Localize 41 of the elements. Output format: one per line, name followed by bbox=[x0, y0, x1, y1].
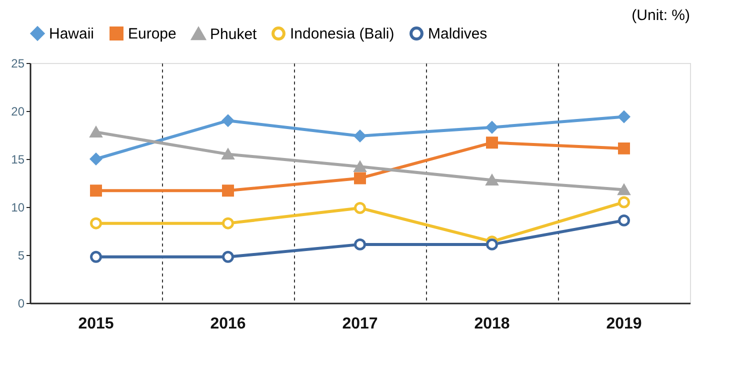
point bbox=[222, 184, 234, 197]
point bbox=[222, 114, 234, 127]
y-tick-label: 20 bbox=[11, 104, 25, 118]
point bbox=[618, 184, 630, 196]
point bbox=[486, 136, 498, 149]
point bbox=[486, 121, 498, 134]
point bbox=[222, 148, 234, 160]
point bbox=[90, 250, 102, 263]
y-tick-label: 0 bbox=[18, 296, 25, 310]
x-tick-label: 2016 bbox=[210, 316, 246, 332]
y-tick-label: 5 bbox=[18, 248, 25, 262]
point bbox=[90, 126, 102, 138]
legend-label: Phuket bbox=[210, 26, 258, 43]
point bbox=[486, 238, 498, 250]
point bbox=[222, 250, 234, 263]
legend-label: Indonesia (Bali) bbox=[290, 26, 394, 43]
point bbox=[354, 172, 366, 184]
point bbox=[90, 153, 102, 165]
point bbox=[486, 174, 498, 186]
legend-label: Maldives bbox=[428, 26, 488, 43]
x-tick-label: 2015 bbox=[78, 316, 114, 332]
point bbox=[354, 202, 366, 214]
point bbox=[222, 217, 234, 230]
point bbox=[618, 214, 630, 226]
point bbox=[90, 184, 102, 197]
point bbox=[354, 161, 366, 172]
x-tick-label: 2018 bbox=[474, 316, 510, 332]
legend-label: Hawaii bbox=[49, 26, 94, 43]
y-tick-label: 25 bbox=[11, 56, 25, 70]
point bbox=[618, 142, 630, 154]
point bbox=[90, 217, 102, 230]
point bbox=[618, 196, 630, 208]
text: (Unit: %) bbox=[632, 7, 690, 24]
point bbox=[354, 238, 366, 250]
y-tick-label: 10 bbox=[11, 200, 25, 214]
point bbox=[618, 110, 630, 123]
point bbox=[354, 130, 366, 142]
x-tick-label: 2019 bbox=[606, 316, 642, 332]
x-tick-label: 2017 bbox=[342, 316, 378, 332]
legend-label: Europe bbox=[128, 26, 176, 43]
y-tick-label: 15 bbox=[11, 152, 25, 166]
